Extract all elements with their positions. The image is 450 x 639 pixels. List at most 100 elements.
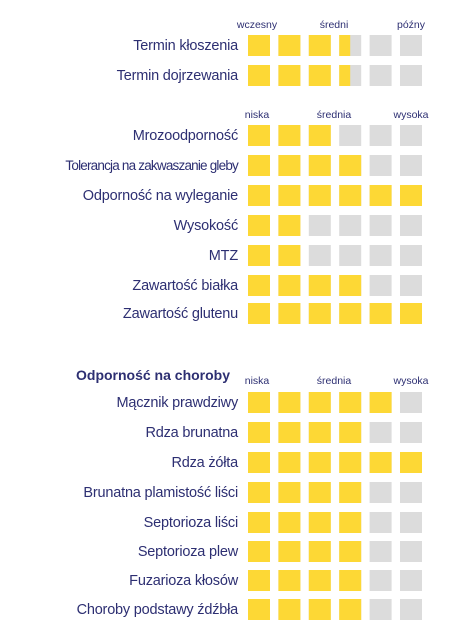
scale-label: średnia bbox=[316, 109, 352, 121]
row-label: Choroby podstawy źdźbła bbox=[76, 602, 239, 618]
rating-bar bbox=[248, 482, 422, 503]
rating-segment-filled bbox=[308, 185, 331, 206]
rating-segment-filled bbox=[308, 570, 331, 591]
row-label: Septorioza liści bbox=[143, 515, 239, 531]
rating-segment-filled bbox=[369, 392, 392, 413]
rating-segment-filled bbox=[278, 482, 301, 503]
rating-segment-filled bbox=[339, 599, 362, 620]
rating-segment-filled bbox=[278, 392, 301, 413]
rating-segment-filled bbox=[248, 422, 270, 443]
scale-label: średnia bbox=[316, 375, 352, 387]
rating-bar bbox=[248, 422, 422, 443]
rating-segment-filled bbox=[308, 303, 331, 324]
rating-segment-filled bbox=[248, 35, 270, 56]
rating-segment-filled bbox=[400, 185, 422, 206]
scale-label: wysoka bbox=[393, 109, 429, 121]
rating-segment-empty bbox=[308, 245, 331, 266]
rating-segment-empty bbox=[400, 482, 422, 503]
row-label: Zawartość białka bbox=[132, 278, 238, 294]
rating-bar bbox=[248, 125, 422, 146]
rating-segment-empty bbox=[400, 599, 422, 620]
rating-bar bbox=[248, 452, 422, 473]
row-label: Wysokość bbox=[173, 218, 239, 234]
rating-segment-empty bbox=[369, 512, 392, 533]
rating-segment-empty bbox=[400, 392, 422, 413]
rating-segment-filled bbox=[248, 599, 270, 620]
rating-segment-filled bbox=[339, 482, 362, 503]
rating-segment-empty bbox=[400, 215, 422, 236]
rating-segment-empty bbox=[369, 422, 392, 443]
section-title: Odporność na choroby bbox=[76, 367, 231, 383]
rating-segment-filled bbox=[308, 65, 331, 86]
rating-segment-filled bbox=[248, 392, 270, 413]
rating-segment-filled bbox=[248, 275, 270, 296]
row-label: MTZ bbox=[208, 248, 238, 264]
scale-label: niska bbox=[244, 109, 270, 121]
rating-segment-empty bbox=[400, 422, 422, 443]
rating-segment-filled bbox=[339, 422, 362, 443]
rating-segment-filled bbox=[308, 275, 331, 296]
row-label: Zawartość glutenu bbox=[122, 306, 238, 322]
rating-segment-filled bbox=[308, 125, 331, 146]
rating-segment-filled bbox=[369, 185, 392, 206]
rating-segment-filled bbox=[278, 422, 301, 443]
rating-segment-empty bbox=[369, 215, 392, 236]
rating-segment-filled bbox=[278, 155, 301, 176]
rating-segment-filled bbox=[248, 482, 270, 503]
rating-segment-filled bbox=[308, 35, 331, 56]
rating-segment-filled bbox=[278, 512, 301, 533]
rating-segment-filled bbox=[339, 275, 362, 296]
rating-segment-empty bbox=[400, 512, 422, 533]
row-label: Fuzarioza kłosów bbox=[129, 573, 238, 589]
rating-bar bbox=[248, 215, 422, 236]
row-label: Brunatna plamistość liści bbox=[83, 485, 238, 501]
rating-segment-empty bbox=[308, 215, 331, 236]
rating-segment-filled bbox=[248, 452, 270, 473]
rating-segment-filled bbox=[278, 185, 301, 206]
rating-segment-filled bbox=[248, 125, 270, 146]
rating-segment-empty bbox=[400, 35, 422, 56]
rating-segment-filled bbox=[248, 185, 270, 206]
rating-bar bbox=[248, 275, 422, 296]
rating-segment-filled bbox=[400, 303, 422, 324]
rating-segment-filled bbox=[248, 541, 270, 562]
rating-segment-empty bbox=[339, 215, 362, 236]
rating-segment-filled bbox=[308, 155, 331, 176]
rating-segment-filled bbox=[339, 155, 362, 176]
rating-segment-filled bbox=[278, 245, 301, 266]
rating-segment-filled bbox=[369, 452, 392, 473]
row-label: Termin kłoszenia bbox=[133, 38, 238, 54]
rating-bar bbox=[248, 303, 422, 324]
rating-segment-empty bbox=[339, 125, 362, 146]
row-label: Septorioza plew bbox=[137, 544, 238, 560]
row-label: Rdza żółta bbox=[171, 455, 238, 471]
rating-segment-empty bbox=[339, 245, 362, 266]
rating-segment-empty bbox=[369, 482, 392, 503]
row-label: Mrozoodporność bbox=[132, 128, 238, 144]
rating-segment-empty bbox=[400, 245, 422, 266]
rating-segment-filled bbox=[248, 512, 270, 533]
rating-segment-empty bbox=[369, 155, 392, 176]
row-label: Odporność na wyleganie bbox=[82, 188, 238, 204]
rating-segment-filled bbox=[339, 65, 351, 86]
rating-segment-filled bbox=[278, 125, 301, 146]
rating-segment-empty bbox=[369, 599, 392, 620]
rating-segment-filled bbox=[248, 155, 270, 176]
rating-segment-filled bbox=[308, 422, 331, 443]
rating-segment-empty bbox=[400, 541, 422, 562]
rating-segment-filled bbox=[339, 512, 362, 533]
rating-segment-filled bbox=[248, 570, 270, 591]
rating-segment-filled bbox=[339, 35, 351, 56]
rating-segment-filled bbox=[339, 392, 362, 413]
rating-segment-filled bbox=[339, 541, 362, 562]
rating-segment-filled bbox=[278, 275, 301, 296]
rating-bar bbox=[248, 35, 422, 56]
rating-segment-filled bbox=[308, 392, 331, 413]
rating-segment-empty bbox=[369, 541, 392, 562]
rating-segment-filled bbox=[278, 570, 301, 591]
rating-segment-filled bbox=[278, 35, 301, 56]
rating-bar bbox=[248, 65, 422, 86]
rating-segment-filled bbox=[278, 541, 301, 562]
rating-segment-empty bbox=[400, 275, 422, 296]
rating-segment-filled bbox=[278, 303, 301, 324]
